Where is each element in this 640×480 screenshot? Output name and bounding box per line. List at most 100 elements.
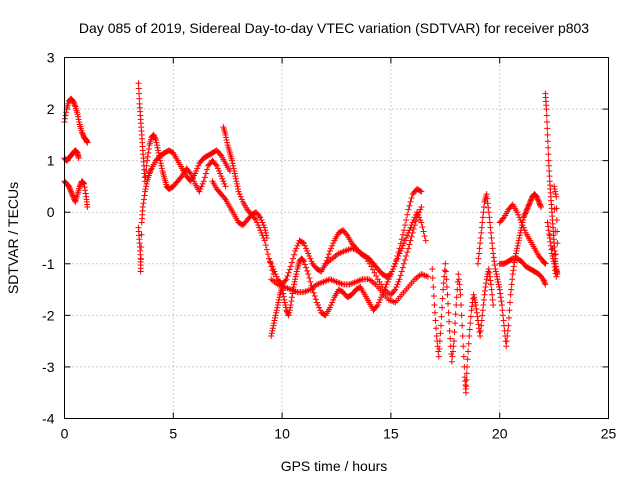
data-point [316, 304, 323, 311]
data-point [300, 258, 307, 265]
data-point [223, 137, 230, 144]
x-tick-label: 15 [383, 426, 399, 442]
data-point [526, 201, 533, 208]
data-point [143, 183, 150, 190]
data-point [276, 294, 283, 301]
y-tick-label: -1 [42, 256, 55, 272]
data-point [199, 180, 206, 187]
data-point [76, 183, 83, 190]
data-point [402, 222, 409, 229]
data-point [553, 193, 560, 200]
data-point [463, 376, 470, 383]
data-point [136, 90, 143, 97]
data-point [499, 215, 506, 222]
data-point [545, 151, 552, 158]
data-point [274, 304, 281, 311]
data-point [288, 294, 295, 301]
data-point [84, 139, 91, 146]
data-point [286, 266, 293, 273]
data-point [144, 157, 151, 164]
data-point [459, 332, 466, 339]
data-point [475, 321, 482, 328]
data-point [509, 276, 516, 283]
data-point [269, 327, 276, 334]
data-point [153, 142, 160, 149]
data-point [450, 343, 457, 350]
y-tick-label: 3 [47, 50, 55, 66]
data-point [544, 125, 551, 132]
data-point [76, 118, 83, 125]
data-point [464, 356, 471, 363]
plot-frame [64, 57, 609, 419]
data-point [451, 338, 458, 345]
data-point [468, 307, 475, 314]
data-point [282, 302, 289, 309]
series-group [496, 255, 549, 288]
data-point [68, 189, 75, 196]
data-point [232, 173, 239, 180]
data-point [262, 227, 269, 234]
data-point [299, 256, 306, 263]
data-point [477, 240, 484, 247]
data-point [455, 271, 462, 278]
data-point [492, 265, 499, 272]
data-point [534, 195, 541, 202]
data-point [69, 192, 76, 199]
data-point [498, 298, 505, 305]
chart-title: Day 085 of 2019, Sidereal Day-to-day VTE… [79, 20, 589, 36]
data-point [516, 232, 523, 239]
x-tick-label: 20 [492, 426, 508, 442]
data-point [541, 278, 548, 285]
data-point [137, 268, 144, 275]
data-point [305, 271, 312, 278]
data-point [136, 95, 143, 102]
data-point [442, 268, 449, 275]
data-point [271, 268, 278, 275]
data-point [417, 206, 424, 213]
data-point [263, 232, 270, 239]
data-point [312, 296, 319, 303]
data-point [143, 162, 150, 169]
data-point [135, 80, 142, 87]
data-point [214, 165, 221, 172]
data-point [272, 314, 279, 321]
data-point [505, 314, 512, 321]
data-point [343, 231, 350, 238]
data-point [551, 260, 558, 267]
data-point [504, 327, 511, 334]
data-point [463, 383, 470, 390]
data-point [197, 186, 204, 193]
data-point [439, 295, 446, 302]
data-point [287, 263, 294, 270]
data-point [440, 286, 447, 293]
data-point [266, 255, 273, 262]
data-point [396, 276, 403, 283]
data-point [477, 327, 484, 334]
data-point [421, 233, 428, 240]
data-point [463, 370, 470, 377]
data-point [420, 228, 427, 235]
data-point [82, 190, 89, 197]
data-point [445, 300, 452, 307]
data-point [328, 245, 335, 252]
data-point [486, 219, 493, 226]
data-point [467, 313, 474, 320]
data-point [404, 211, 411, 218]
data-point [146, 170, 153, 177]
data-point [499, 307, 506, 314]
data-point [482, 287, 489, 294]
data-point [443, 283, 450, 290]
data-point [405, 206, 412, 213]
data-point [288, 259, 295, 266]
data-point [419, 224, 426, 231]
data-point [452, 311, 459, 318]
data-point [373, 303, 380, 310]
data-point [374, 302, 381, 309]
data-point [392, 260, 399, 267]
data-point [75, 113, 82, 120]
data-point [477, 235, 484, 241]
data-point [306, 274, 313, 281]
series-group [61, 95, 91, 146]
data-point [77, 182, 84, 189]
data-point [74, 111, 81, 118]
